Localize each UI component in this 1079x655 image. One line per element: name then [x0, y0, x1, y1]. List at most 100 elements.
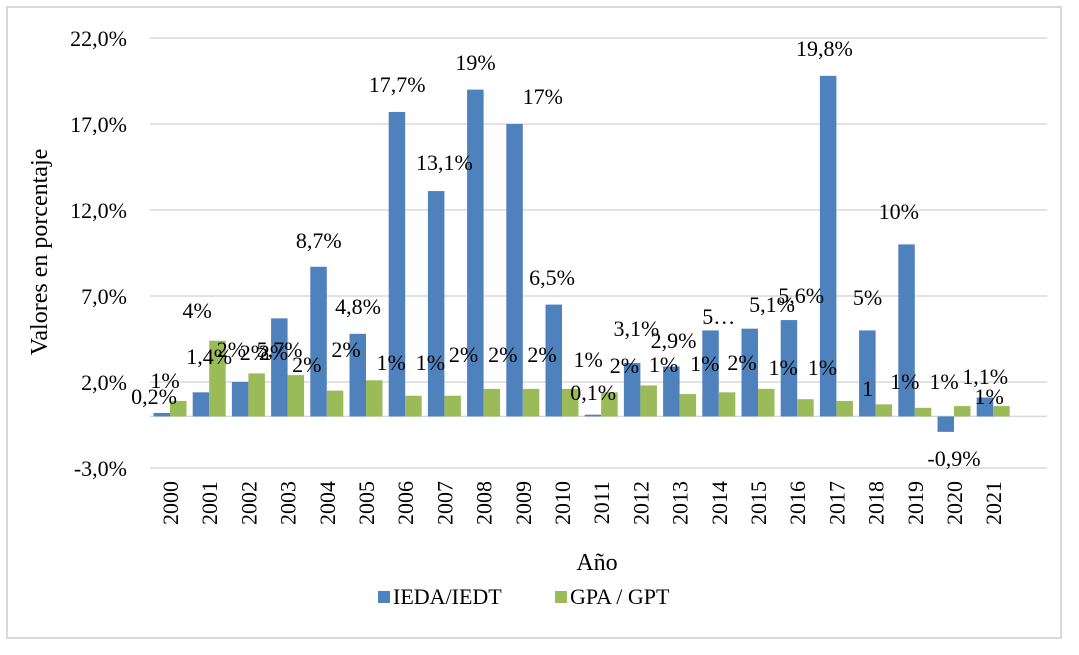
bar-ieda-2002: [231, 382, 249, 417]
x-tick-label: 2001: [197, 481, 222, 525]
x-tick-label: 2016: [785, 481, 810, 525]
bar-gpa-2005: [366, 380, 383, 417]
bar-ieda-2010: [545, 304, 562, 417]
bar-gpa-2013: [679, 394, 697, 417]
bar-ieda-2015: [741, 328, 758, 417]
y-tick-label: 12,0%: [70, 198, 127, 223]
data-label-ieda-2012: 3,1%: [613, 316, 659, 341]
x-tick-label: 2019: [903, 481, 928, 525]
data-label-ieda-2011: 0,1%: [570, 380, 616, 405]
data-label-ieda-2010: 6,5%: [529, 265, 575, 290]
y-tick-label: -3,0%: [74, 456, 127, 481]
bar-ieda-2000: [153, 412, 170, 417]
legend-swatch-gpa: [555, 591, 567, 603]
bar-ieda-2018: [859, 330, 876, 417]
bar-gpa-2010: [562, 388, 579, 417]
data-label-gpa-2014: 1%: [690, 351, 719, 376]
data-label-gpa-2005: 2%: [331, 337, 360, 362]
data-label-ieda-2008: 19%: [455, 50, 495, 75]
bar-ieda-2020: [937, 416, 954, 432]
bar-gpa-2015: [758, 388, 775, 417]
y-axis-title: Valores en porcentaje: [27, 149, 53, 356]
bar-ieda-2008: [467, 89, 484, 417]
bar-ieda-2004: [310, 266, 327, 417]
bar-ieda-2017: [819, 75, 837, 417]
data-label-gpa-2000: 1%: [150, 368, 179, 393]
data-label-ieda-2021: 1,1%: [962, 364, 1008, 389]
data-label-ieda-2000: 0,2%: [131, 384, 177, 409]
bar-gpa-2018: [875, 404, 893, 417]
data-labels: 0,2%1%1,4%4%2%2% 5,7%2%8,7%2%4,8%2%17,7%1…: [131, 36, 1008, 471]
data-label-gpa-2008: 2%: [449, 342, 478, 367]
chart-frame: [6, 6, 1062, 639]
bar-ieda-2021: [976, 397, 994, 417]
x-tick-label: 2015: [746, 481, 771, 525]
x-tick-label: 2011: [589, 481, 614, 524]
data-label-ieda-2017: 19,8%: [796, 36, 853, 61]
bar-gpa-2001: [209, 340, 226, 417]
data-label-ieda-2003: 5,7%: [257, 337, 303, 362]
data-label-gpa-2017: 1%: [808, 355, 837, 380]
bars: [153, 75, 1010, 432]
data-label-ieda-2020: -0,9%: [927, 446, 980, 471]
x-tick-label: 2021: [981, 481, 1006, 525]
bar-gpa-2014: [718, 392, 736, 417]
bar-ieda-2016: [780, 320, 798, 417]
x-tick-label: 2014: [707, 481, 732, 525]
bar-ieda-2005: [349, 333, 366, 417]
legend: IEDA/IEDT GPA / GPT: [378, 584, 670, 609]
data-label-gpa-2018: 1: [862, 376, 873, 401]
y-tick-label: 7,0%: [81, 284, 127, 309]
data-label-ieda-2019: 10%: [879, 199, 919, 224]
x-tick-label: 2012: [628, 481, 653, 525]
data-label-gpa-2007: 1%: [416, 350, 445, 375]
data-label-gpa-2003: 2%: [259, 340, 288, 365]
bar-ieda-2009: [506, 124, 523, 417]
bar-ieda-2019: [898, 244, 915, 417]
bar-ieda-2001: [192, 392, 210, 417]
bar-gpa-2007: [444, 395, 461, 417]
data-label-gpa-2009: 2%: [488, 342, 517, 367]
x-tick-label: 2010: [550, 481, 575, 525]
data-label-gpa-2011: 1%: [574, 347, 603, 372]
legend-swatch-ieda: [378, 591, 390, 603]
data-label-ieda-2018: 5%: [853, 285, 882, 310]
x-tick-label: 2020: [942, 481, 967, 525]
bar-gpa-2006: [405, 395, 422, 417]
x-tick-label: 2007: [432, 481, 457, 525]
data-label-gpa-2012: 2%: [610, 353, 639, 378]
x-tick-label: 2006: [393, 481, 418, 525]
x-axis-title: Año: [576, 550, 617, 576]
data-label-gpa-2013: 1%: [649, 352, 678, 377]
x-tick-label: 2004: [315, 481, 340, 525]
x-tick-label: 2003: [276, 481, 301, 525]
data-label-ieda-2006: 17,7%: [369, 72, 426, 97]
bar-ieda-2003: [271, 318, 288, 417]
bar-gpa-2020: [954, 406, 971, 417]
data-label-ieda-2005: 4,8%: [335, 294, 381, 319]
x-tick-label: 2005: [354, 481, 379, 525]
data-label-ieda-2002: 2%: [240, 340, 269, 365]
bar-gpa-2002: [248, 373, 265, 417]
bar-ieda-2006: [388, 111, 406, 417]
bar-ieda-2011: [584, 414, 602, 417]
legend-label-gpa: GPA / GPT: [570, 584, 670, 609]
data-label-gpa-2010: 2%: [527, 342, 556, 367]
bar-ieda-2007: [427, 191, 445, 417]
x-tick-label: 2000: [158, 481, 183, 525]
data-label-ieda-2015: 5,1%: [749, 292, 795, 317]
data-label-gpa-2002: 2%: [217, 337, 246, 362]
data-label-gpa-2004: 2%: [292, 352, 321, 377]
x-tick-label: 2018: [864, 481, 889, 525]
data-label-ieda-2001: 1,4%: [186, 344, 232, 369]
bar-gpa-2003: [287, 375, 305, 417]
data-label-ieda-2013: 2,9%: [651, 328, 697, 353]
legend-label-ieda: IEDA/IEDT: [393, 584, 502, 609]
data-label-gpa-2021: 1%: [975, 384, 1004, 409]
data-label-gpa-2001: 4%: [183, 298, 212, 323]
bar-gpa-2009: [522, 388, 540, 417]
bar-gpa-2016: [797, 399, 814, 417]
bar-gpa-2017: [836, 400, 853, 417]
bar-gpa-2011: [601, 392, 618, 417]
x-axis-ticks: 2000 2001 2002 2003 2004 2005 2006 2007 2008 2009…: [158, 481, 1006, 525]
